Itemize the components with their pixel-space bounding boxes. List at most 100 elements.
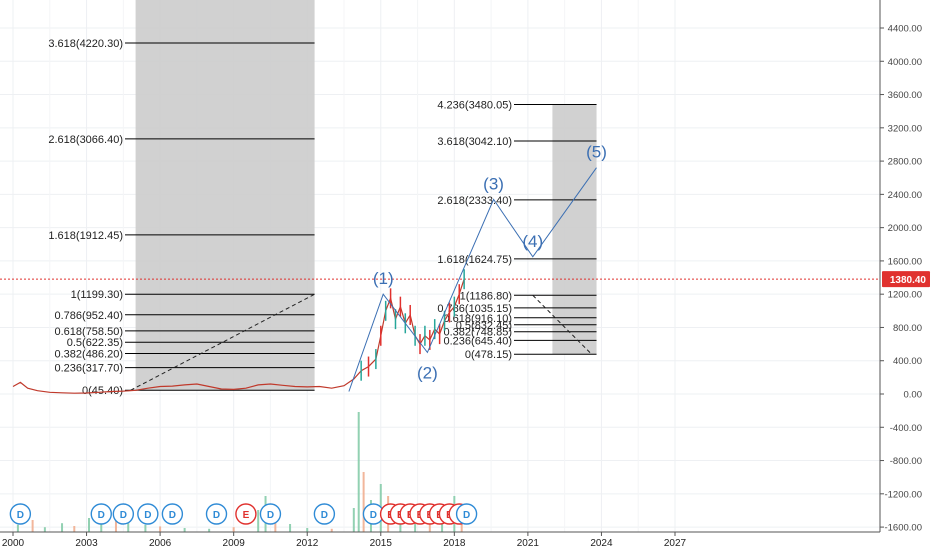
y-axis-tick-label: 400.00 xyxy=(893,356,922,367)
elliott-wave-label: (2) xyxy=(417,363,438,382)
y-axis-tick-label: 0.00 xyxy=(904,390,923,401)
y-axis-tick-label: -400.00 xyxy=(890,423,922,434)
elliott-wave-label: (4) xyxy=(522,232,543,251)
event-marker xyxy=(137,503,159,525)
x-axis-tick-label: 2006 xyxy=(149,538,172,549)
fib-level-label: 2.618(3066.40) xyxy=(48,134,123,146)
elliott-wave-label: (3) xyxy=(483,174,504,193)
fib-levels-layer: 3.618(4220.30) 2.618(3066.40) 1.618(1912.4… xyxy=(48,38,597,397)
volume-bar xyxy=(232,527,235,532)
current-price-badge xyxy=(882,271,930,288)
y-axis-tick-label: 2800.00 xyxy=(888,157,922,168)
fib-level-label: 0(45.40) xyxy=(82,385,123,397)
fib-level-label: 0.236(645.40) xyxy=(444,335,513,347)
event-marker-label: D xyxy=(169,510,176,521)
y-axis-tick-label: 4400.00 xyxy=(888,24,922,35)
y-axis-tick-label: -1200.00 xyxy=(884,489,922,500)
x-axis-tick-label: 2021 xyxy=(517,538,540,549)
event-marker-label: D xyxy=(463,510,470,521)
fib-right-shade xyxy=(552,104,597,355)
volume-bar xyxy=(31,520,34,532)
event-marker xyxy=(235,503,257,525)
elliott-wave-label: (1) xyxy=(373,269,394,288)
x-axis-tick-label: 2024 xyxy=(590,538,613,549)
volume-bar xyxy=(73,526,76,532)
event-marker xyxy=(161,503,184,525)
y-axis-tick-label: 3200.00 xyxy=(888,123,922,134)
event-marker-label: D xyxy=(213,510,220,521)
events-layer: DDDDDDEDDDEEEEEEEED xyxy=(9,503,478,525)
fib-shade-layer xyxy=(135,0,597,391)
fib-level-label: 3.618(4220.30) xyxy=(48,38,123,50)
price-layer xyxy=(0,269,880,394)
x-axis-tick-label: 2027 xyxy=(664,538,687,549)
event-marker xyxy=(205,503,228,525)
event-marker-label: D xyxy=(144,510,151,521)
event-marker xyxy=(90,503,112,525)
elliott-wave-label: (5) xyxy=(586,143,607,162)
x-axis-tick-label: 2012 xyxy=(296,538,319,549)
event-marker-label: D xyxy=(98,510,105,521)
x-axis-tick-label: 2003 xyxy=(75,538,98,549)
volume-bar xyxy=(330,528,333,532)
y-axis-tick-label: 1600.00 xyxy=(888,256,922,267)
y-axis-tick-label: 800.00 xyxy=(893,323,922,334)
volume-bar xyxy=(362,472,365,532)
y-axis-tick-label: -1600.00 xyxy=(884,523,922,534)
volume-bar xyxy=(88,518,91,532)
volume-bar xyxy=(357,412,360,532)
grid-layer xyxy=(0,0,880,532)
volume-bar xyxy=(61,523,64,532)
event-marker xyxy=(455,503,478,525)
event-marker-label: D xyxy=(267,510,274,521)
event-marker-label: D xyxy=(17,510,24,521)
elliott-wave-layer: (1) (2) (3) (4) (5) xyxy=(348,143,607,392)
fib-level-label: 0.382(486.20) xyxy=(55,349,124,361)
volume-bar xyxy=(100,522,103,532)
volume-bar xyxy=(306,528,309,532)
volume-bar xyxy=(127,523,130,532)
volume-bar xyxy=(144,524,147,532)
fib-level-label: 0.236(317.70) xyxy=(55,363,124,375)
fib-level-label: 0.382(748.85) xyxy=(444,327,513,339)
y-axis-tick-label: 4000.00 xyxy=(888,57,922,68)
fib-level-label: 0.5(622.35) xyxy=(67,337,123,349)
x-axis-tick-label: 2018 xyxy=(443,538,466,549)
fib-level-label: 1(1186.80) xyxy=(460,290,512,302)
price-line xyxy=(12,279,465,394)
x-axis-tick-label: 2009 xyxy=(223,538,246,549)
fib-level-label: 3.618(3042.10) xyxy=(437,136,512,148)
fib-level-label: 0.618(758.50) xyxy=(55,326,124,338)
volume-bar xyxy=(274,520,277,532)
y-axis-tick-label: -800.00 xyxy=(890,456,922,467)
volume-bar xyxy=(289,524,292,532)
event-marker xyxy=(259,503,282,525)
y-axis-tick-label: 1200.00 xyxy=(888,290,922,301)
y-axis-tick-label: 2000.00 xyxy=(888,223,922,234)
fib-level-label: 0.618(916.10) xyxy=(444,313,513,325)
volume-bar xyxy=(159,526,162,532)
volume-bar xyxy=(114,516,117,532)
volume-bar xyxy=(352,508,355,532)
fib-level-label: 2.618(2333.40) xyxy=(437,195,512,207)
event-marker xyxy=(112,503,135,525)
current-price-badge-label: 1380.40 xyxy=(890,275,927,286)
fib-level-label: 0.786(1035.15) xyxy=(437,303,512,315)
fib-level-label: 1(1199.30) xyxy=(71,289,123,301)
volume-bar xyxy=(257,510,260,532)
event-marker xyxy=(313,503,336,525)
event-marker xyxy=(9,503,32,525)
fib-left-shade xyxy=(135,0,315,391)
fib-level-label: 0(478.15) xyxy=(465,349,512,361)
y-axis-tick-label: 3600.00 xyxy=(888,90,922,101)
x-axis-tick-label: 2015 xyxy=(370,538,393,549)
fib-level-label: 0.786(952.40) xyxy=(55,310,124,322)
volume-bar xyxy=(208,528,211,532)
event-marker-label: D xyxy=(120,510,127,521)
event-marker-label: E xyxy=(243,510,250,521)
volume-bar xyxy=(16,524,19,532)
fib-level-label: 0.5(832.45) xyxy=(456,320,512,332)
